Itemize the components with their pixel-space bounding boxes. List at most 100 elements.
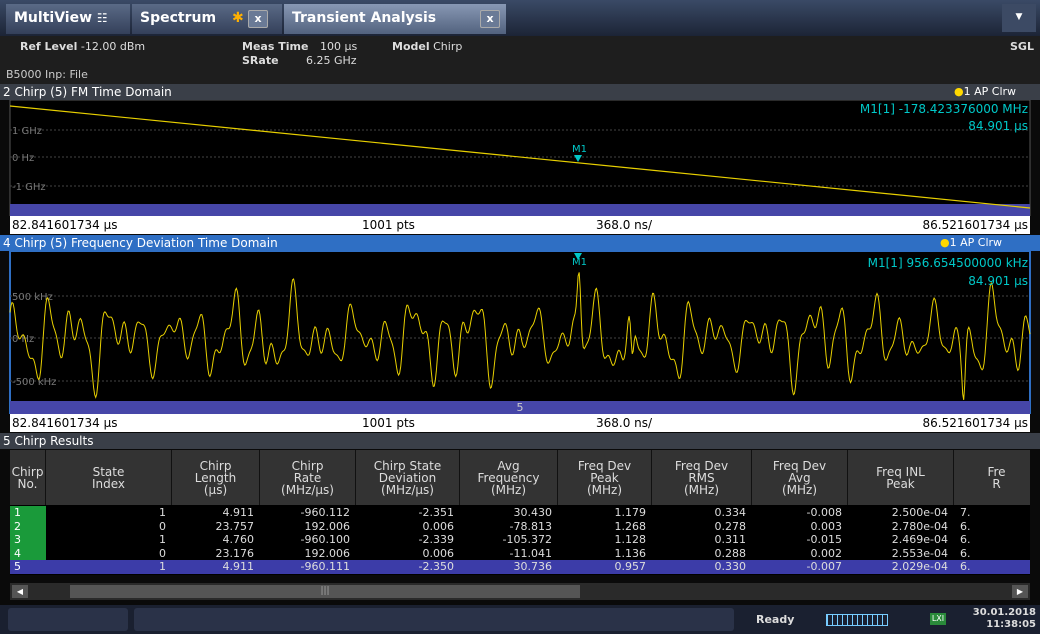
table-cell: -2.350 bbox=[418, 560, 454, 574]
header-line: Length bbox=[194, 470, 237, 485]
status-text: Ready bbox=[756, 613, 795, 626]
table-cell: 23.176 bbox=[215, 546, 255, 560]
dropdown-button[interactable]: ▼ bbox=[1002, 4, 1036, 32]
table-cell: -960.112 bbox=[300, 506, 350, 519]
table-cell: -11.041 bbox=[509, 546, 552, 560]
x-axis-footer: 82.841601734 µs 1001 pts 368.0 ns/ 86.52… bbox=[10, 414, 1030, 432]
header-line: Freq INL bbox=[876, 464, 925, 479]
table-cell: 2.780e-04 bbox=[891, 519, 948, 533]
date: 30.01.2018 bbox=[972, 607, 1036, 618]
label: Model bbox=[392, 40, 430, 53]
tab-label: Transient Analysis bbox=[292, 10, 437, 26]
header-line: RMS bbox=[688, 470, 715, 485]
table-cell: 192.006 bbox=[304, 519, 351, 533]
table-cell: 30.430 bbox=[513, 506, 553, 519]
header-line: Fre bbox=[987, 464, 1006, 479]
header-line: (MHz) bbox=[586, 482, 623, 497]
input-info: B5000 Inp: File bbox=[6, 68, 88, 81]
table-cell: 6. bbox=[960, 519, 971, 533]
table-cell: 0.006 bbox=[422, 519, 455, 533]
column-header: Fre R bbox=[954, 450, 1030, 505]
header-line: (MHz) bbox=[683, 482, 720, 497]
table-cell: 0.278 bbox=[714, 519, 747, 533]
header-line: No. bbox=[17, 476, 38, 491]
column-header: Chirp State Deviation (MHz/µs) bbox=[356, 450, 460, 505]
header-line: Rate bbox=[293, 470, 322, 485]
x-axis-footer: 82.841601734 µs 1001 pts 368.0 ns/ 86.52… bbox=[10, 216, 1030, 234]
tab-icon: ☷ bbox=[96, 11, 108, 25]
tab-label: Spectrum bbox=[140, 10, 217, 26]
header-line: (µs) bbox=[203, 482, 228, 497]
table-cell: -960.100 bbox=[300, 533, 350, 547]
marker bbox=[574, 253, 582, 260]
x-div: 368.0 ns/ bbox=[596, 416, 653, 430]
table-cell: 6. bbox=[960, 546, 971, 560]
value: -12.00 dBm bbox=[80, 40, 146, 53]
value: 100 µs bbox=[320, 40, 358, 53]
marker-value: -178.423376000 MHz bbox=[899, 102, 1028, 116]
table-cell: 0 bbox=[159, 519, 166, 533]
time: 11:38:05 bbox=[986, 619, 1036, 630]
icon: LXI bbox=[930, 613, 946, 625]
marker-name: M1[1] bbox=[868, 256, 903, 270]
header-line: (MHz) bbox=[781, 482, 818, 497]
table-cell: 0.288 bbox=[714, 546, 747, 560]
trace-label: 1 AP Clrw bbox=[949, 236, 1003, 249]
table-cell: 1.179 bbox=[614, 506, 647, 519]
table-cell: 3 bbox=[10, 533, 46, 548]
column-header: Avg Frequency (MHz) bbox=[460, 450, 558, 505]
y-label: 0 Hz bbox=[12, 334, 34, 345]
selected-row bbox=[10, 560, 1030, 575]
points: 1001 pts bbox=[362, 218, 415, 232]
message-area bbox=[134, 608, 734, 631]
table-cell: 4 bbox=[10, 546, 46, 561]
y-label: 0 Hz bbox=[12, 153, 34, 164]
table-cell: 1 bbox=[159, 560, 166, 574]
window-title-bar: 5 Chirp Results bbox=[0, 433, 1040, 449]
header-line: State bbox=[92, 464, 125, 479]
table-cell: 0.334 bbox=[714, 506, 747, 519]
header-line: Chirp State bbox=[373, 458, 442, 473]
table-cell: 2.500e-04 bbox=[891, 506, 948, 519]
progress-indicator bbox=[826, 614, 888, 626]
table-cell: 1.268 bbox=[614, 519, 647, 533]
column-header: Freq Dev Avg (MHz) bbox=[752, 450, 848, 505]
info-bar bbox=[0, 36, 1040, 84]
softkey[interactable] bbox=[8, 608, 128, 631]
tab-active[interactable]: Transient Analysis x bbox=[284, 4, 506, 34]
table-cell: 0.311 bbox=[714, 533, 747, 547]
x-start: 82.841601734 µs bbox=[12, 416, 118, 430]
tab[interactable]: Spectrum ✱ x bbox=[132, 4, 282, 34]
header-line: Peak bbox=[590, 470, 619, 485]
table-cell: -105.372 bbox=[502, 533, 552, 547]
scrollbar[interactable]: ◀ ||| ▶ bbox=[10, 583, 1030, 600]
column-header: Chirp Length (µs) bbox=[172, 450, 260, 505]
tab[interactable]: MultiView ☷ bbox=[6, 4, 130, 34]
header-line: Index bbox=[91, 476, 126, 491]
range-bar bbox=[10, 401, 1030, 414]
label: SRate bbox=[242, 54, 279, 67]
header-line: Chirp bbox=[11, 464, 44, 479]
close-button[interactable]: x bbox=[248, 10, 268, 28]
trace bbox=[9, 105, 1031, 209]
close-button[interactable]: x bbox=[480, 10, 500, 28]
marker-value: 956.654500000 kHz bbox=[906, 256, 1028, 270]
tab-label: MultiView bbox=[14, 10, 93, 26]
window-title: 2 Chirp (5) FM Time Domain bbox=[3, 85, 172, 99]
marker-readout: M1[1] -178.423376000 MHz bbox=[860, 102, 1028, 116]
header-line: Freq Dev bbox=[577, 458, 632, 473]
header-line: Chirp bbox=[291, 458, 324, 473]
header-line: Freq Dev bbox=[772, 458, 827, 473]
header-line: Frequency bbox=[477, 470, 540, 485]
table-cell: 0.957 bbox=[614, 560, 647, 574]
trace-label: 1 AP Clrw bbox=[963, 85, 1017, 98]
header-line: Freq Dev bbox=[674, 458, 729, 473]
table-cell: 2.029e-04 bbox=[891, 560, 948, 574]
table-cell: -2.339 bbox=[418, 533, 454, 547]
table-cell: 5 bbox=[10, 560, 46, 575]
table-cell: 1.128 bbox=[614, 533, 647, 547]
header-line: Chirp bbox=[199, 458, 232, 473]
tab-icon: ✱ bbox=[232, 10, 244, 26]
header-line: (MHz) bbox=[490, 482, 527, 497]
